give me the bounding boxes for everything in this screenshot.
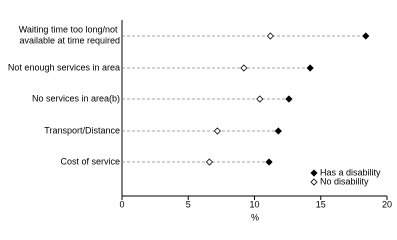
marker [362,32,370,40]
marker [285,95,293,103]
y-tick-label: Waiting time too long/not available at t… [19,25,120,46]
legend-marker [310,178,318,186]
y-tick-label: Not enough services in area [8,62,120,72]
x-tick-label: 15 [316,199,326,209]
marker [266,32,274,40]
x-tick-label: 20 [382,199,392,209]
y-tick-label: Transport/Distance [44,125,120,135]
marker [213,127,221,135]
marker [274,127,282,135]
legend-label: Has a disability [320,167,381,177]
y-tick-label: Cost of service [60,156,120,166]
x-tick-label: 10 [249,199,259,209]
y-tick-label: No services in area(b) [32,93,120,103]
marker [256,95,264,103]
marker [240,64,248,72]
legend-marker [310,169,318,177]
marker [306,64,314,72]
legend-label: No disability [320,176,369,186]
x-axis-label: % [251,212,259,222]
chart: % 0 5 10 15 20 Waiting time too long/not avai… [8,20,392,222]
x-tick-label: 0 [119,199,124,209]
marker [205,158,214,166]
x-tick-label: 5 [186,199,191,209]
marker [265,158,273,166]
